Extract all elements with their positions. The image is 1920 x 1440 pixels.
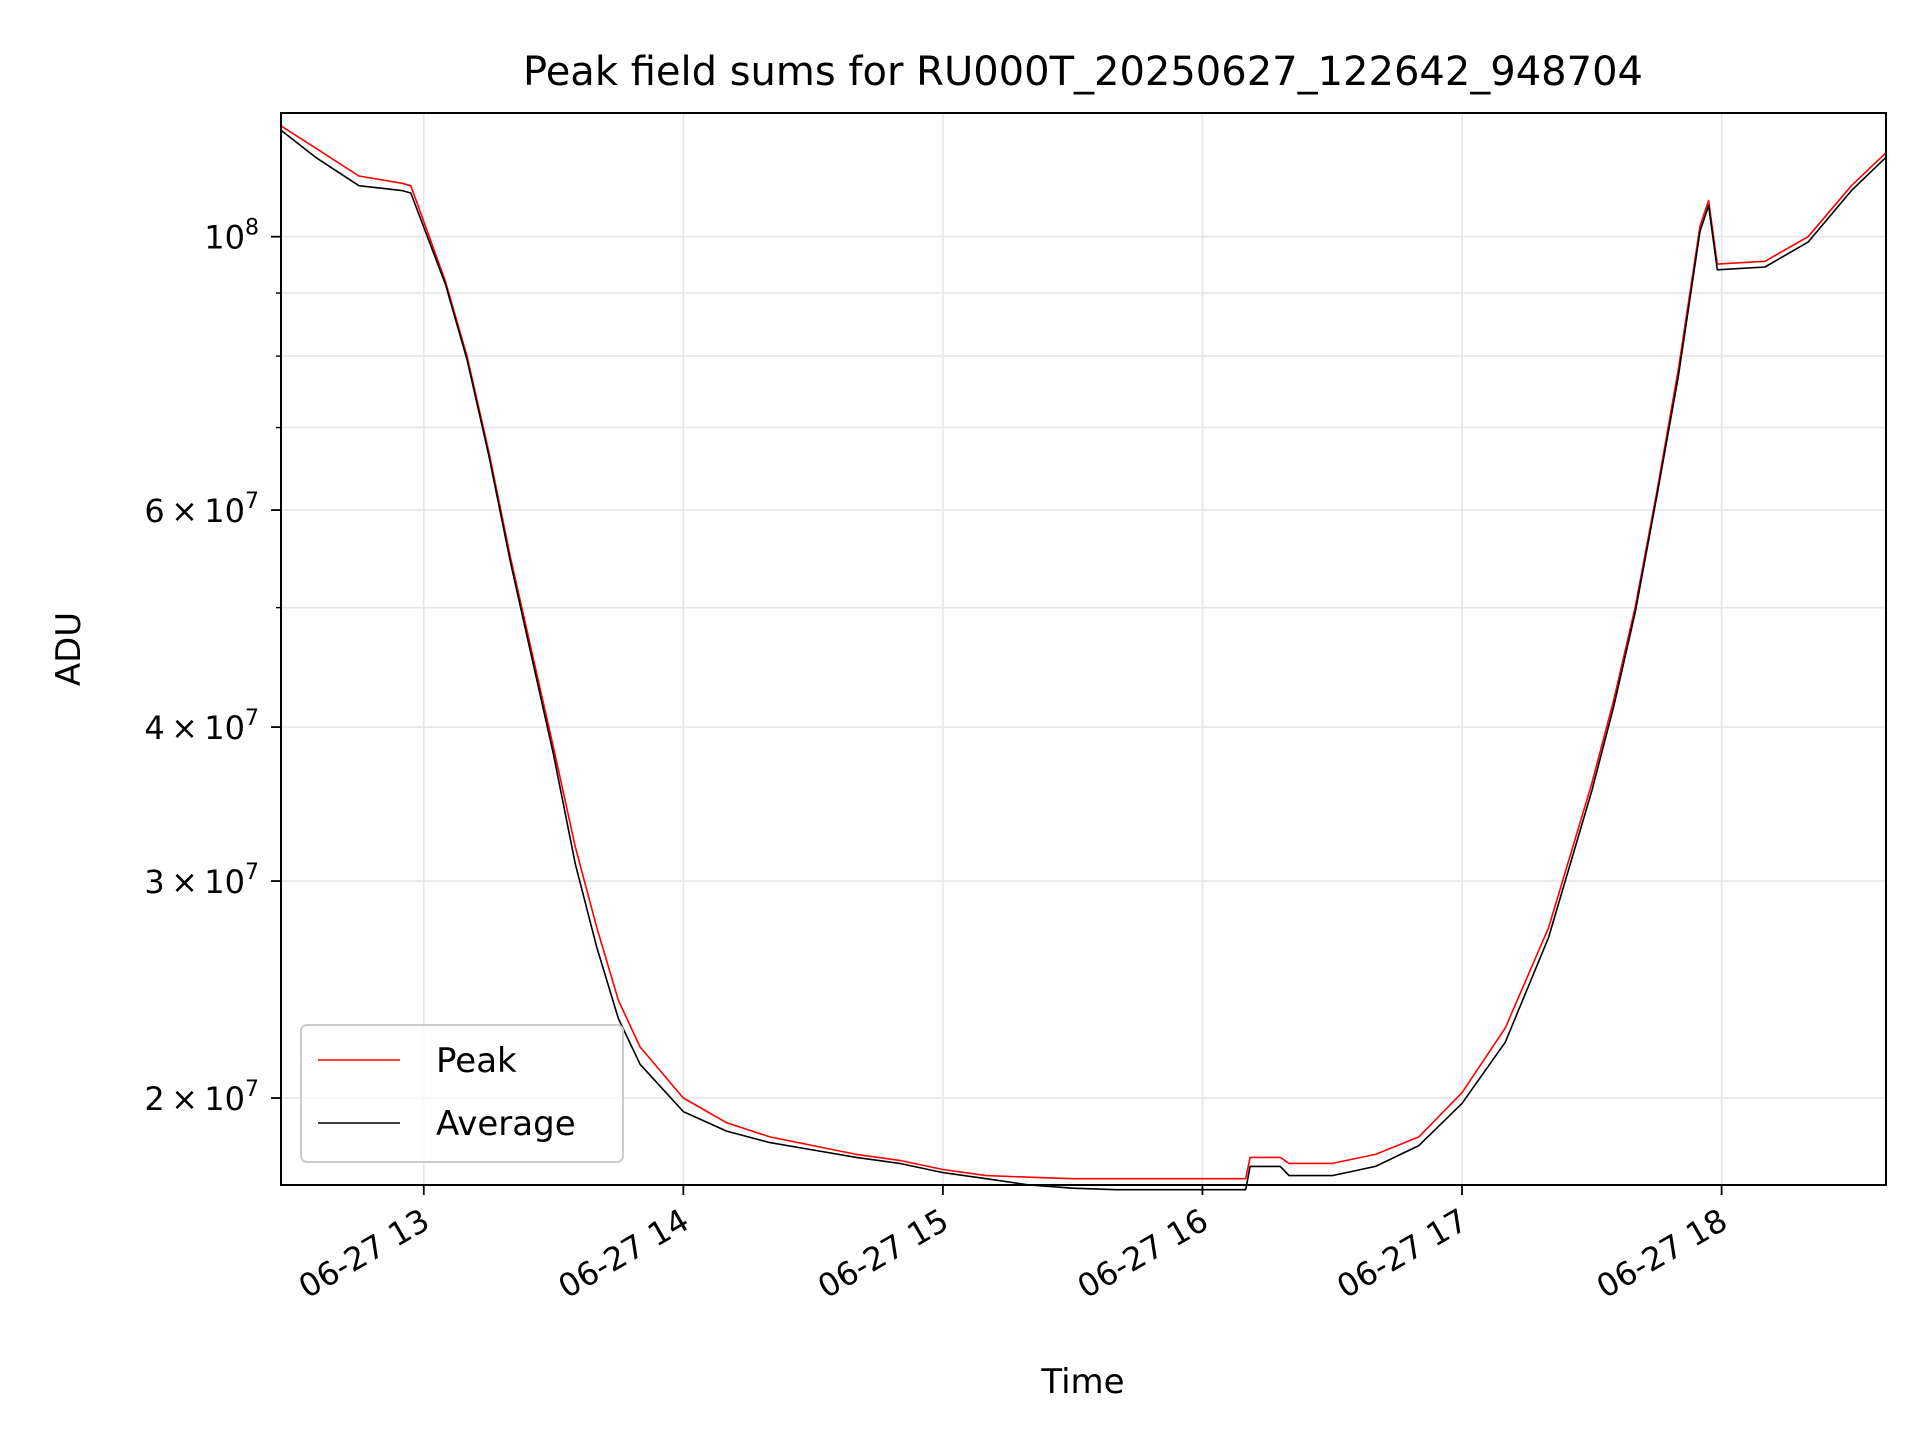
plot-frame <box>280 112 1887 1186</box>
series-line-peak <box>280 125 1887 1180</box>
grid <box>281 113 1886 1185</box>
legend: Peak Average <box>300 1024 624 1163</box>
y-tick-label: 3 × 107 <box>144 860 259 901</box>
y-tick-label: 6 × 107 <box>144 489 259 530</box>
y-tick-label: 108 <box>204 216 259 257</box>
chart-title: Peak field sums for RU000T_20250627_1226… <box>523 49 1643 95</box>
plot-series <box>280 125 1887 1191</box>
legend-label-peak: Peak <box>436 1041 517 1081</box>
x-axis-label: Time <box>1040 1362 1124 1402</box>
y-axis-label: ADU <box>49 612 89 686</box>
series-line-average <box>280 129 1887 1191</box>
y-tick-label: 2 × 107 <box>144 1077 259 1118</box>
legend-label-average: Average <box>436 1104 576 1144</box>
y-tick-label: 4 × 107 <box>144 706 259 747</box>
